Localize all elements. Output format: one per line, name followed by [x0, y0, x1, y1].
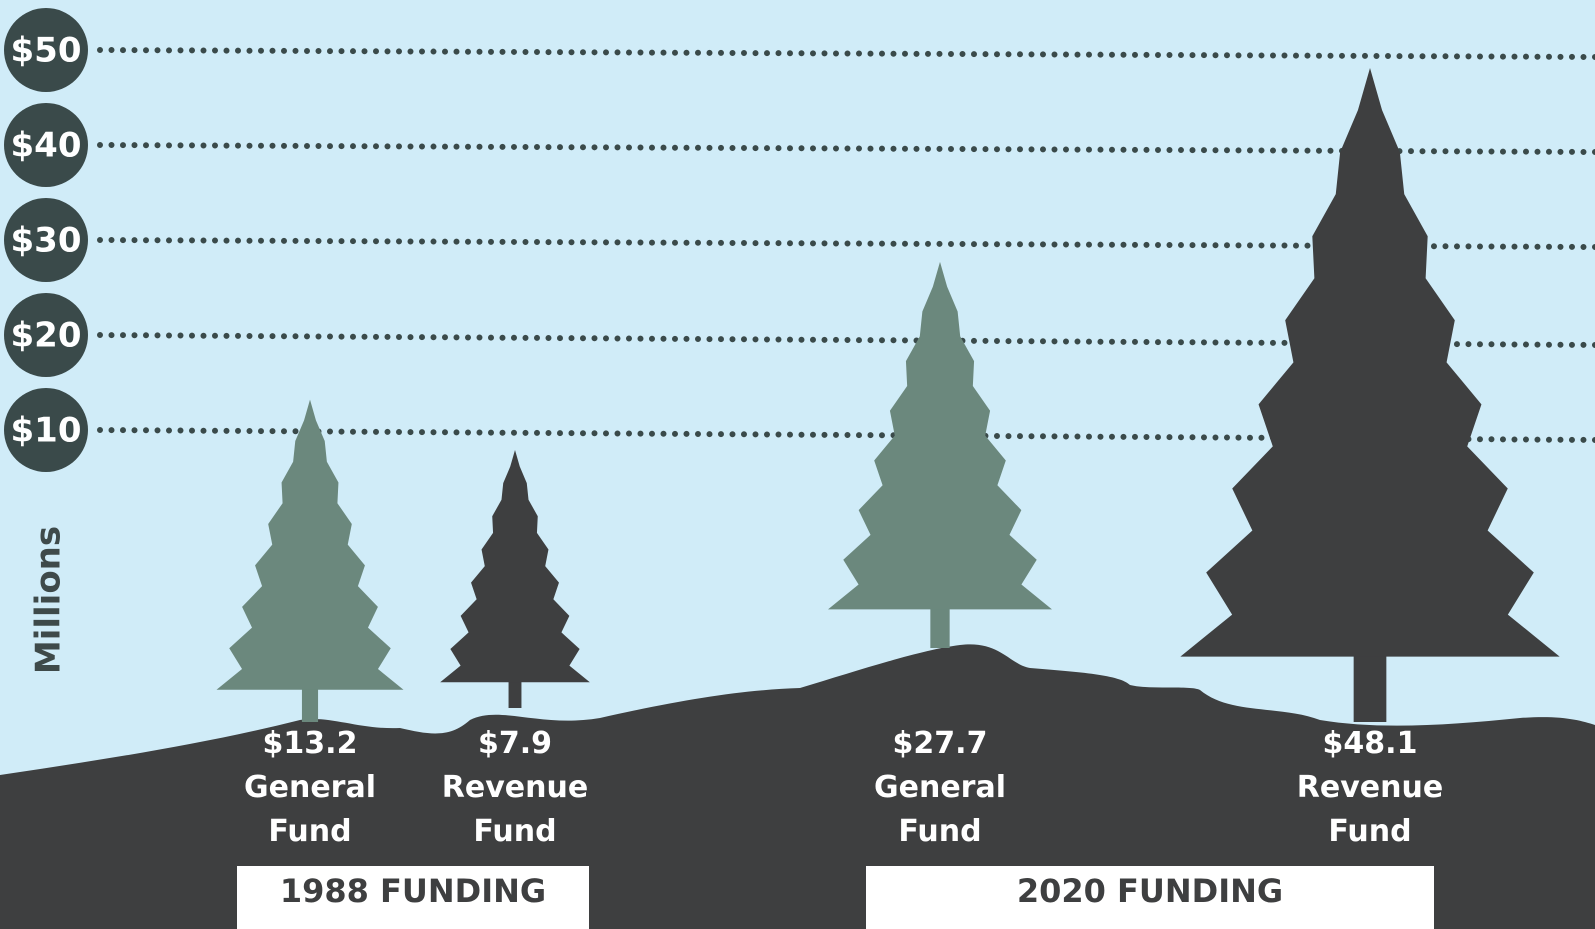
- y-axis-label: Millions: [29, 526, 69, 674]
- y-tick-badge: [4, 198, 88, 282]
- tree-trunk: [508, 677, 522, 708]
- y-tick-label: $50: [11, 31, 82, 71]
- tree: [1180, 64, 1560, 657]
- y-tick-label: $40: [11, 126, 82, 166]
- grid-line: [97, 237, 1595, 250]
- tree: [828, 257, 1052, 610]
- group-label: 1988 FUNDING: [280, 872, 546, 910]
- y-tick-badge: [4, 388, 88, 472]
- category-label: General Fund: [244, 770, 376, 849]
- grid-line: [97, 47, 1595, 60]
- y-tick-label: $10: [11, 411, 82, 451]
- value-label: $27.7: [892, 726, 988, 761]
- grid-line: [97, 142, 1595, 155]
- y-tick-badge: [4, 8, 88, 92]
- y-tick-label: $30: [11, 221, 82, 261]
- ground: [0, 644, 1595, 929]
- y-tick-badge: [4, 293, 88, 377]
- tree-trunk: [930, 604, 950, 648]
- y-tick-badge: [4, 103, 88, 187]
- category-label: Revenue Fund: [1296, 770, 1444, 849]
- group-box: [866, 866, 1434, 929]
- value-label: $7.9: [477, 726, 553, 761]
- group-label: 2020 FUNDING: [1017, 872, 1283, 910]
- group-box: [237, 866, 589, 929]
- tree: [440, 445, 590, 683]
- category-label: General Fund: [874, 770, 1006, 849]
- value-label: $48.1: [1322, 726, 1418, 761]
- category-label: Revenue Fund: [441, 770, 589, 849]
- grid-line: [97, 332, 1595, 348]
- tree-trunk: [301, 684, 319, 722]
- grid-line: [97, 427, 1595, 443]
- value-label: $13.2: [262, 726, 358, 761]
- tree-trunk: [1353, 651, 1387, 722]
- y-tick-label: $20: [11, 316, 82, 356]
- tree: [216, 395, 404, 690]
